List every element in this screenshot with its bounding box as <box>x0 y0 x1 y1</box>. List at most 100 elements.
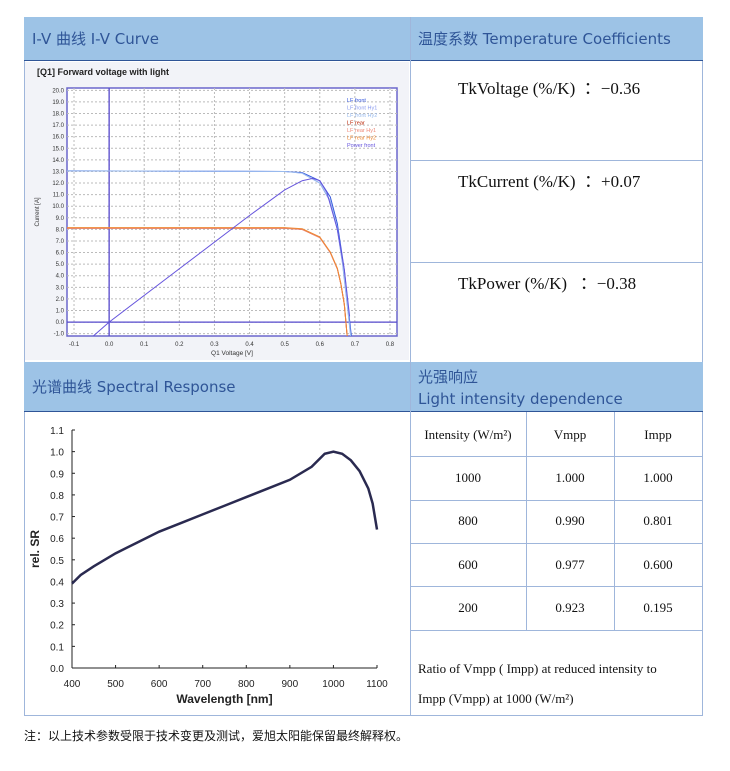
y-tick-label: 11.0 <box>53 193 65 199</box>
series-line <box>67 227 348 337</box>
y-tick-label: 6.0 <box>56 251 65 257</box>
y-tick-label: 15.0 <box>52 146 64 152</box>
table-cell: 0.600 <box>643 557 673 572</box>
tk-current-label: TkCurrent (%/K) <box>458 172 576 191</box>
spectral-header: 光谱曲线 Spectral Response <box>24 362 411 412</box>
x-axis-label: Wavelength [nm] <box>176 692 272 706</box>
y-tick-label: 0.1 <box>50 642 64 653</box>
y-tick-label: 0.9 <box>50 469 64 480</box>
table-row-divider <box>410 456 703 457</box>
column-header: Impp <box>644 427 672 442</box>
tk-power: TkPower (%/K) ：−0.38 <box>458 269 636 294</box>
y-tick-label: 0.2 <box>50 621 64 632</box>
table-cell: 1000 <box>455 470 481 485</box>
column-header: Vmpp <box>553 427 587 442</box>
x-tick-label: 0.1 <box>140 342 149 348</box>
y-tick-label: 9.0 <box>56 216 65 222</box>
y-tick-label: 1.0 <box>56 309 65 315</box>
y-tick-label: 19.0 <box>52 100 64 106</box>
legend-entry: Power front <box>347 143 376 149</box>
x-tick-label: 0.6 <box>316 342 325 348</box>
x-tick-label: 0.5 <box>280 342 289 348</box>
tk-current: TkCurrent (%/K) ：+0.07 <box>458 167 640 192</box>
y-tick-label: 5.0 <box>56 262 65 268</box>
y-tick-label: 8.0 <box>56 227 65 233</box>
y-tick-label: 20.0 <box>52 88 64 94</box>
table-row-divider <box>410 543 703 544</box>
table-col-divider <box>526 412 527 630</box>
x-tick-label: 900 <box>282 679 299 690</box>
table-cell: 1.000 <box>555 470 585 485</box>
y-tick-label: 12.0 <box>52 181 64 187</box>
x-tick-label: 0.3 <box>210 342 219 348</box>
iv-curve-header: I-V 曲线 I-V Curve <box>24 17 411 61</box>
x-tick-label: 800 <box>238 679 255 690</box>
legend-entry: LF front Hy1 <box>347 106 377 112</box>
table-row-divider <box>410 586 703 587</box>
y-tick-label: 3.0 <box>56 285 65 291</box>
tk-power-label: TkPower (%/K) <box>458 274 568 293</box>
y-tick-label: -1.0 <box>54 332 65 338</box>
y-tick-label: 10.0 <box>52 204 64 210</box>
table-cell: 0.801 <box>643 513 673 528</box>
table-row-divider <box>410 630 703 631</box>
y-tick-label: 0.7 <box>50 513 64 524</box>
iv-curve-chart: [Q1] Forward voltage with light -0.1 0.0 0.… <box>25 62 409 360</box>
y-axis-label: Current [A] <box>35 197 41 226</box>
x-tick-label: 600 <box>151 679 168 690</box>
light-header-cn: 光强响应 <box>418 368 479 386</box>
x-tick-label: -0.1 <box>69 342 80 348</box>
legend-entry: LF front <box>347 98 366 104</box>
legend-entry: LF rear Hy1 <box>347 128 376 134</box>
x-tick-label: 700 <box>194 679 211 690</box>
table-cell: 600 <box>458 557 478 572</box>
column-header: Intensity (W/m²) <box>424 427 512 442</box>
table-cell: 0.990 <box>555 513 585 528</box>
y-tick-label: 16.0 <box>52 135 64 141</box>
y-tick-label: 13.0 <box>52 169 64 175</box>
tk-voltage-label: TkVoltage (%/K) <box>458 79 576 98</box>
x-tick-label: 0.2 <box>175 342 184 348</box>
x-tick-label: 400 <box>64 679 81 690</box>
y-tick-label: 1.1 <box>50 426 64 437</box>
row-divider <box>410 262 703 263</box>
plot-area <box>66 87 398 337</box>
column-divider <box>410 17 411 716</box>
y-tick-label: 0.0 <box>56 320 65 326</box>
legend-entry: LF front Hy2 <box>347 113 377 119</box>
table-cell: 1.000 <box>643 470 673 485</box>
x-tick-label: 0.0 <box>105 342 114 348</box>
temperature-header: 温度系数 Temperature Coefficients <box>410 17 703 61</box>
table-cell: 200 <box>458 600 478 615</box>
row-divider <box>410 160 703 161</box>
series-line <box>92 177 351 337</box>
light-header-en: Light intensity dependence <box>418 390 623 408</box>
y-tick-label: 7.0 <box>56 239 65 245</box>
legend-entry: LF rear Hy2 <box>347 136 376 142</box>
tk-voltage: TkVoltage (%/K) ：−0.36 <box>458 74 640 99</box>
table-cell: 0.195 <box>643 600 673 615</box>
table-row-divider <box>410 500 703 501</box>
y-tick-label: 0.0 <box>50 664 64 675</box>
table-cell: 0.977 <box>555 557 585 572</box>
y-tick-label: 18.0 <box>52 111 64 117</box>
y-tick-label: 0.3 <box>50 599 64 610</box>
y-tick-label: 0.6 <box>50 534 64 545</box>
x-tick-label: 500 <box>107 679 124 690</box>
y-tick-label: 1.0 <box>50 448 64 459</box>
x-axis-label: Q1 Voltage [V] <box>211 350 253 357</box>
x-tick-label: 1000 <box>322 679 345 690</box>
y-axis-label: rel. SR <box>28 530 42 568</box>
y-tick-label: 0.4 <box>50 577 64 588</box>
table-col-divider <box>614 412 615 630</box>
x-tick-label: 0.4 <box>245 342 254 348</box>
y-tick-label: 4.0 <box>56 274 65 280</box>
y-tick-label: 14.0 <box>52 158 64 164</box>
light-intensity-header: 光强响应 Light intensity dependence <box>410 362 703 412</box>
light-table-note: Ratio of Vmpp ( Impp) at reduced intensi… <box>418 654 657 714</box>
legend-entry: LF rear <box>347 121 365 127</box>
tk-power-value: ：−0.38 <box>579 274 637 293</box>
y-tick-label: 17.0 <box>52 123 64 129</box>
footnote: 注：以上技术参数受限于技术变更及测试，爱旭太阳能保留最终解释权。 <box>24 729 409 743</box>
